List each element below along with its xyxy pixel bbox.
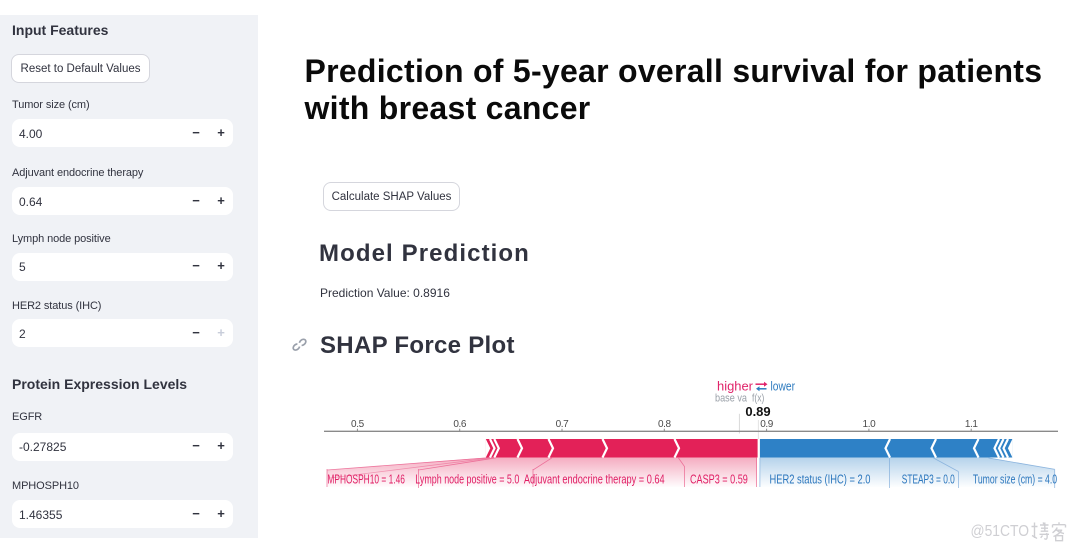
svg-text:CASP3 = 0.59: CASP3 = 0.59 — [690, 473, 748, 487]
svg-text:Lymph node positive = 5.0: Lymph node positive = 5.0 — [415, 473, 519, 487]
svg-text:base va: base va — [715, 393, 748, 405]
svg-text:0.6: 0.6 — [453, 419, 467, 430]
svg-text:0.9: 0.9 — [760, 419, 774, 430]
svg-text:higher: higher — [717, 379, 754, 394]
svg-text:HER2 status (IHC) = 2.0: HER2 status (IHC) = 2.0 — [770, 473, 871, 487]
svg-text:0.8: 0.8 — [658, 419, 672, 430]
svg-text:0.5: 0.5 — [351, 419, 365, 430]
svg-text:Tumor size (cm) = 4.0: Tumor size (cm) = 4.0 — [973, 473, 1057, 487]
svg-text:1.1: 1.1 — [965, 419, 979, 430]
svg-text:f(x): f(x) — [752, 393, 764, 405]
svg-text:MPHOSPH10 = 1.46: MPHOSPH10 = 1.46 — [327, 473, 405, 487]
svg-text:0.89: 0.89 — [745, 404, 770, 419]
svg-text:@51CTO: @51CTO — [971, 523, 1030, 540]
svg-text:1.0: 1.0 — [863, 419, 877, 430]
svg-text:Adjuvant endocrine therapy = 0: Adjuvant endocrine therapy = 0.64 — [524, 473, 665, 487]
svg-text:lower: lower — [771, 379, 796, 394]
svg-text:STEAP3 = 0.0: STEAP3 = 0.0 — [902, 473, 955, 487]
svg-text:0.7: 0.7 — [556, 419, 570, 430]
